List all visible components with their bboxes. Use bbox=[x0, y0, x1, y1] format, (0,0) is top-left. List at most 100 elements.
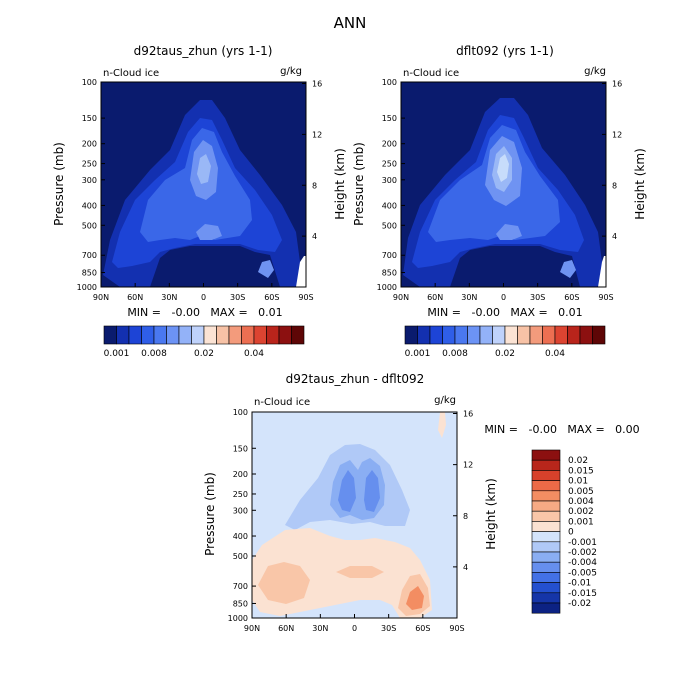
colorbar-swatch bbox=[531, 521, 561, 532]
y-tick-label: 850 bbox=[233, 599, 248, 608]
colorbar-swatch bbox=[228, 325, 242, 345]
colorbar-swatch bbox=[504, 325, 518, 345]
panel-3-stats: MIN = -0.00 MAX = 0.00 bbox=[484, 423, 639, 436]
panel-2-field bbox=[401, 82, 606, 287]
colorbar-label: 0.001 bbox=[405, 349, 431, 359]
y-tick-label: 300 bbox=[382, 176, 397, 185]
colorbar-swatch bbox=[531, 510, 561, 522]
colorbar-swatch bbox=[531, 582, 561, 594]
y-tick-label: 200 bbox=[233, 470, 248, 479]
y-right-tick-label: 12 bbox=[463, 461, 473, 470]
y-tick-label: 850 bbox=[382, 269, 397, 278]
colorbar-swatch bbox=[291, 325, 305, 345]
colorbar-swatch bbox=[128, 325, 142, 345]
field-blank-right bbox=[296, 256, 306, 287]
y-right-tick-label: 16 bbox=[612, 80, 622, 89]
colorbar-label: 0.015 bbox=[568, 466, 594, 476]
colorbar-swatch bbox=[429, 325, 443, 345]
colorbar-swatch bbox=[517, 325, 531, 345]
y-tick-label: 250 bbox=[82, 160, 97, 169]
field-level-6 bbox=[497, 154, 509, 182]
panel-1-field bbox=[101, 82, 306, 287]
colorbar-swatch bbox=[442, 325, 456, 345]
y-tick-label: 700 bbox=[382, 251, 397, 260]
panel-1-y-right-ticks: 16 12 8 4 bbox=[302, 80, 322, 241]
colorbar-swatch bbox=[103, 325, 117, 345]
x-tick-label: 0 bbox=[352, 624, 357, 633]
x-tick-label: 90S bbox=[598, 293, 613, 302]
field-level-4c bbox=[258, 260, 274, 278]
panel-2-stats: MIN = -0.00 MAX = 0.01 bbox=[427, 306, 582, 319]
colorbar-label: 0.04 bbox=[244, 349, 264, 359]
x-tick-label: 60S bbox=[264, 293, 279, 302]
x-tick-label: 0 bbox=[201, 293, 206, 302]
colorbar-swatch bbox=[278, 325, 292, 345]
field-level-4b bbox=[496, 224, 522, 240]
colorbar-label: -0.015 bbox=[568, 589, 597, 599]
colorbar-swatch bbox=[592, 325, 606, 345]
panel-2-y-ticks: 100 150 200 250 300 400 500 700 850 1000 bbox=[377, 78, 405, 292]
colorbar-label: -0.005 bbox=[568, 568, 597, 578]
y-right-tick-label: 8 bbox=[312, 181, 317, 190]
colorbar-swatch bbox=[166, 325, 180, 345]
colorbar-label: -0.001 bbox=[568, 538, 597, 548]
colorbar-label: -0.01 bbox=[568, 579, 591, 589]
y-tick-label: 150 bbox=[82, 114, 97, 123]
colorbar-label: 0.008 bbox=[141, 349, 167, 359]
colorbar-label: 0.01 bbox=[568, 477, 588, 487]
colorbar-swatch bbox=[531, 551, 561, 563]
y-tick-label: 100 bbox=[233, 408, 248, 417]
colorbar-label: 0.005 bbox=[568, 487, 594, 497]
y-tick-label: 150 bbox=[233, 444, 248, 453]
figure-title: ANN bbox=[334, 14, 367, 32]
y-right-tick-label: 4 bbox=[612, 232, 617, 241]
colorbar-label: 0 bbox=[568, 528, 574, 538]
panel-3-ylabel-right: Height (km) bbox=[484, 478, 498, 549]
colorbar-swatch bbox=[531, 531, 561, 543]
colorbar-label: 0.02 bbox=[194, 349, 214, 359]
y-tick-label: 400 bbox=[82, 201, 97, 210]
field-pos-3 bbox=[406, 586, 424, 610]
y-right-tick-label: 4 bbox=[312, 232, 317, 241]
panel-1-title: d92taus_zhun (yrs 1-1) bbox=[134, 44, 273, 58]
x-tick-label: 60N bbox=[427, 293, 443, 302]
colorbar-swatch bbox=[116, 325, 130, 345]
y-tick-label: 200 bbox=[382, 140, 397, 149]
field-pos-1-topright bbox=[438, 412, 446, 438]
x-tick-label: 60S bbox=[564, 293, 579, 302]
colorbar-swatch bbox=[531, 470, 561, 481]
x-tick-label: 30N bbox=[312, 624, 328, 633]
panel-3-variable: n-Cloud ice bbox=[254, 397, 310, 408]
colorbar-swatch bbox=[153, 325, 167, 345]
panel-3-units: g/kg bbox=[434, 395, 456, 406]
colorbar-swatch bbox=[241, 325, 255, 345]
field-blank-right bbox=[598, 256, 606, 287]
y-right-tick-label: 8 bbox=[463, 512, 468, 521]
x-tick-label: 60N bbox=[278, 624, 294, 633]
panel-2: dflt092 (yrs 1-1) n-Cloud ice g/kg 100 15… bbox=[352, 44, 647, 359]
panel-1-variable: n-Cloud ice bbox=[103, 68, 159, 79]
panel-3-colorbar: 0.020.0150.010.0050.0040.0020.0010-0.001… bbox=[531, 449, 597, 614]
colorbar-label: 0.002 bbox=[568, 507, 594, 517]
y-tick-label: 300 bbox=[82, 176, 97, 185]
y-tick-label: 700 bbox=[82, 251, 97, 260]
colorbar-swatch bbox=[529, 325, 543, 345]
colorbar-label: 0.008 bbox=[442, 349, 468, 359]
x-tick-label: 30S bbox=[530, 293, 545, 302]
field-pos-2b bbox=[336, 566, 384, 578]
panel-2-ylabel-right: Height (km) bbox=[633, 148, 647, 219]
x-tick-label: 90S bbox=[298, 293, 313, 302]
x-tick-label: 30N bbox=[161, 293, 177, 302]
y-tick-label: 200 bbox=[82, 140, 97, 149]
y-right-tick-label: 16 bbox=[463, 410, 473, 419]
colorbar-swatch bbox=[479, 325, 493, 345]
colorbar-label: 0.02 bbox=[568, 456, 588, 466]
colorbar-swatch bbox=[531, 500, 561, 512]
y-right-tick-label: 16 bbox=[312, 80, 322, 89]
colorbar-swatch bbox=[141, 325, 155, 345]
y-tick-label: 400 bbox=[233, 532, 248, 541]
y-right-tick-label: 12 bbox=[612, 130, 622, 139]
y-tick-label: 100 bbox=[82, 78, 97, 87]
x-tick-label: 30S bbox=[381, 624, 396, 633]
panel-1-x-ticks: 90N 60N 30N 0 30S 60S 90S bbox=[93, 283, 314, 302]
